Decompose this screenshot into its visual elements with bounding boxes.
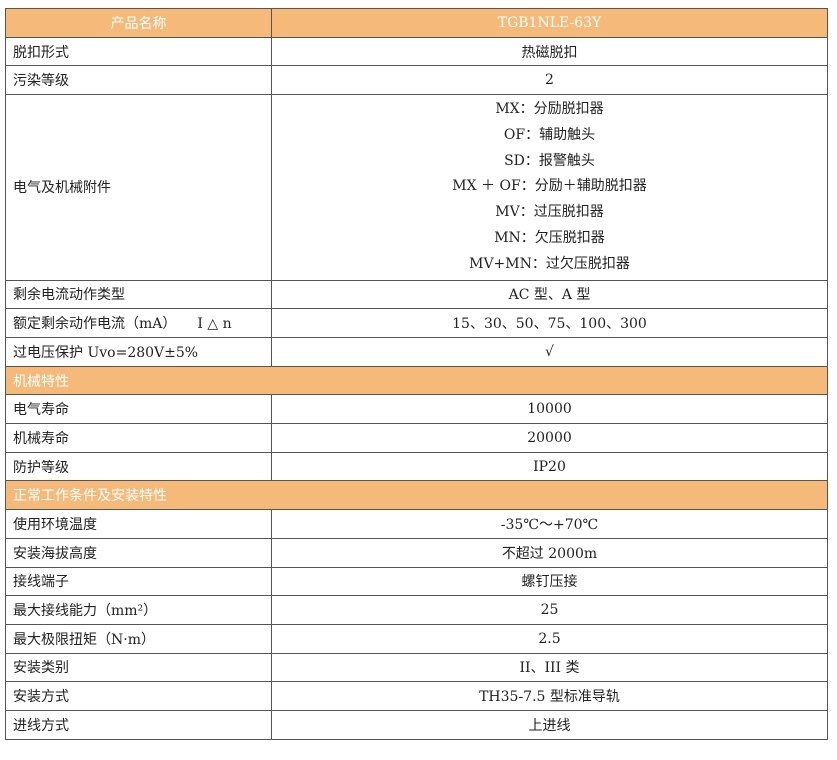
table-row: 使用环境温度 -35℃～+70℃	[5, 509, 828, 539]
row-value: 20000	[271, 423, 828, 453]
section-title: 机械特性	[5, 365, 828, 396]
table-row-accessories: 电气及机械附件 MX：分励脱扣器 OF：辅助触头 SD：报警触头 MX ＋ OF…	[5, 94, 828, 281]
row-label: 使用环境温度	[5, 509, 272, 539]
accessory-item: OF：辅助触头	[503, 126, 596, 143]
table-header-row: 产品名称 TGB1NLE-63Y	[5, 8, 828, 38]
row-label: 安装海拔高度	[5, 537, 272, 568]
row-label: 过电压保护 Uvo=280V±5%	[5, 337, 272, 367]
table-row: 电气寿命 10000	[5, 394, 828, 425]
row-value: AC 型、A 型	[271, 279, 828, 310]
row-label: 额定剩余动作电流（mA） I △ n	[5, 308, 272, 339]
row-label: 接线端子	[5, 566, 272, 597]
section-row-conditions: 正常工作条件及安装特性	[5, 480, 828, 511]
table-row: 剩余电流动作类型 AC 型、A 型	[5, 279, 828, 310]
row-label: 最大接线能力（mm²）	[5, 595, 272, 625]
accessory-item: MX ＋ OF：分励＋辅助脱扣器	[452, 178, 647, 195]
header-model: TGB1NLE-63Y	[271, 8, 828, 38]
product-spec-table: 产品名称 TGB1NLE-63Y 脱扣形式 热磁脱扣 污染等级 2 电气及机械附件 M…	[5, 8, 828, 740]
table-row: 防护等级 IP20	[5, 451, 828, 482]
section-row-mechanical: 机械特性	[5, 365, 828, 396]
row-value: 15、30、50、75、100、300	[271, 308, 828, 339]
row-label: 电气及机械附件	[5, 94, 272, 281]
table-row: 最大接线能力（mm²） 25	[5, 595, 828, 625]
row-value: -35℃～+70℃	[271, 509, 828, 539]
row-label: 最大极限扭矩（N·m）	[5, 623, 272, 654]
row-value: 不超过 2000m	[271, 537, 828, 568]
row-label: 污染等级	[5, 65, 272, 96]
row-value: 2	[271, 65, 828, 96]
table-row: 机械寿命 20000	[5, 423, 828, 453]
row-label: 剩余电流动作类型	[5, 279, 272, 310]
table-row: 进线方式 上进线	[5, 709, 828, 740]
table-row: 最大极限扭矩（N·m） 2.5	[5, 623, 828, 654]
row-label: 电气寿命	[5, 394, 272, 425]
row-label: 安装方式	[5, 681, 272, 711]
section-title: 正常工作条件及安装特性	[5, 480, 828, 511]
table-row: 接线端子 螺钉压接	[5, 566, 828, 597]
row-label: 安装类别	[5, 652, 272, 683]
table-row: 额定剩余动作电流（mA） I △ n 15、30、50、75、100、300	[5, 308, 828, 339]
accessory-item: MN：欠压脱扣器	[494, 230, 605, 247]
row-value: 25	[271, 595, 828, 625]
row-value: II、III 类	[271, 652, 828, 683]
row-value: 螺钉压接	[271, 566, 828, 597]
accessory-item: SD：报警触头	[504, 152, 595, 169]
table-row: 安装类别 II、III 类	[5, 652, 828, 683]
row-value: 热磁脱扣	[271, 36, 828, 67]
row-value: √	[271, 337, 828, 367]
row-value: 10000	[271, 394, 828, 425]
accessories-list: MX：分励脱扣器 OF：辅助触头 SD：报警触头 MX ＋ OF：分励＋辅助脱扣…	[271, 94, 828, 281]
table-row: 污染等级 2	[5, 65, 828, 96]
accessory-item: MV：过压脱扣器	[495, 204, 604, 221]
accessory-item: MX：分励脱扣器	[495, 101, 604, 118]
table-row: 安装海拔高度 不超过 2000m	[5, 537, 828, 568]
row-label: 进线方式	[5, 709, 272, 740]
row-value: 上进线	[271, 709, 828, 740]
row-label: 脱扣形式	[5, 36, 272, 67]
row-label: 机械寿命	[5, 423, 272, 453]
table-row: 安装方式 TH35-7.5 型标准导轨	[5, 681, 828, 711]
accessory-item: MV+MN：过欠压脱扣器	[469, 255, 630, 272]
table-row: 脱扣形式 热磁脱扣	[5, 36, 828, 67]
row-label: 防护等级	[5, 451, 272, 482]
row-value: TH35-7.5 型标准导轨	[271, 681, 828, 711]
row-value: IP20	[271, 451, 828, 482]
row-value: 2.5	[271, 623, 828, 654]
header-name-label: 产品名称	[5, 8, 272, 38]
table-row: 过电压保护 Uvo=280V±5% √	[5, 337, 828, 367]
